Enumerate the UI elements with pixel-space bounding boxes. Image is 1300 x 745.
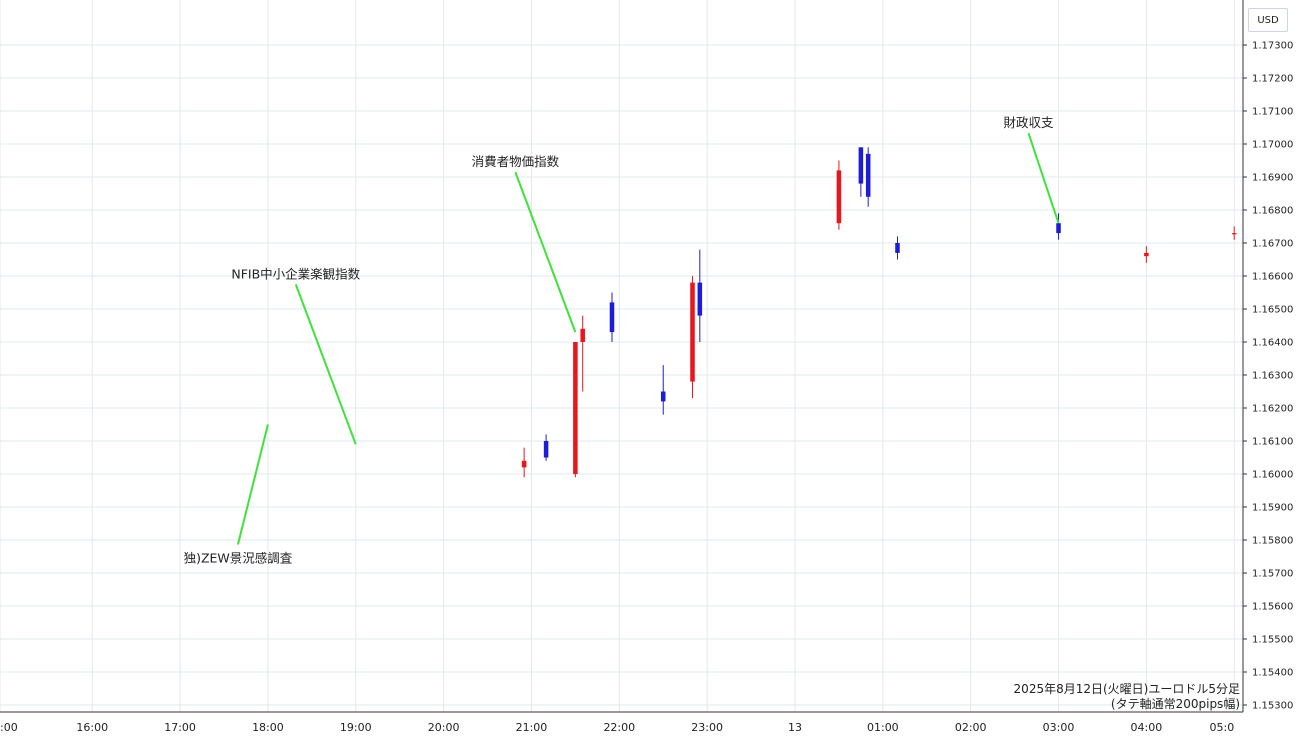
- x-tick-label: 18:00: [252, 721, 284, 734]
- candle: [543, 434, 549, 461]
- y-tick-label: 1.17300: [1252, 41, 1293, 52]
- time-axis[interactable]: :00 16:00 17:00 18:00 19:00 20:00 21:00 22:00 23…: [0, 721, 1234, 734]
- x-tick-label: 04:00: [1131, 721, 1163, 734]
- candle-body: [580, 328, 585, 342]
- y-tick-label: 1.15400: [1252, 668, 1293, 679]
- candle-body: [836, 170, 842, 224]
- y-tick-label: 1.15900: [1252, 503, 1293, 514]
- candle: [836, 160, 842, 230]
- annotation-label: 財政収支: [1004, 115, 1055, 130]
- annotation-line: [1027, 132, 1060, 224]
- candle-body: [697, 282, 703, 316]
- x-tick-label: 03:00: [1043, 721, 1075, 734]
- candle-body: [1144, 252, 1149, 257]
- y-tick-label: 1.16000: [1252, 470, 1293, 481]
- candle: [865, 147, 871, 207]
- currency-button[interactable]: USD: [1248, 8, 1288, 32]
- x-tick-label: 01:00: [867, 721, 899, 734]
- x-tick-label: :00: [0, 721, 18, 734]
- y-tick-label: 1.17000: [1252, 140, 1293, 151]
- annotation-label: 独)ZEW景況感調査: [184, 551, 293, 566]
- annotation-line: [236, 424, 269, 545]
- candle: [580, 315, 585, 392]
- x-tick-label: 17:00: [164, 721, 196, 734]
- chart-caption-line2: (タテ軸通常200pips幅): [1111, 696, 1240, 711]
- y-tick-label: 1.16800: [1252, 206, 1293, 217]
- x-tick-label: 20:00: [428, 721, 460, 734]
- x-tick-label: 05:0: [1210, 721, 1235, 734]
- chart-caption-line1: 2025年8月12日(火曜日)ユーロドル5分足: [1014, 682, 1240, 696]
- x-tick-label: 02:00: [955, 721, 987, 734]
- candle: [521, 447, 527, 478]
- candle: [1231, 226, 1237, 240]
- candles: [521, 147, 1237, 478]
- candle-body: [858, 147, 864, 184]
- annotation-line: [294, 283, 357, 445]
- y-tick-label: 1.15500: [1252, 635, 1293, 646]
- y-tick-label: 1.15700: [1252, 569, 1293, 580]
- candle: [660, 365, 666, 415]
- x-tick-label: 21:00: [516, 721, 548, 734]
- annotation-label: NFIB中小企業楽観指数: [231, 266, 360, 281]
- y-tick-label: 1.16700: [1252, 239, 1293, 250]
- candle-body: [1231, 233, 1237, 235]
- candle: [690, 276, 695, 399]
- x-tick-label: 13: [788, 721, 802, 734]
- y-tick-label: 1.16600: [1252, 272, 1293, 283]
- candle-body: [573, 342, 578, 474]
- candle: [1144, 246, 1149, 263]
- x-tick-label: 19:00: [340, 721, 372, 734]
- candle: [573, 342, 578, 478]
- candle-body: [690, 282, 695, 382]
- candle: [895, 236, 900, 260]
- y-tick-label: 1.16900: [1252, 173, 1293, 184]
- candle-body: [865, 153, 871, 197]
- candle: [1056, 213, 1061, 240]
- grid: [0, 0, 1243, 712]
- x-tick-label: 22:00: [603, 721, 635, 734]
- y-tick-label: 1.17100: [1252, 107, 1293, 118]
- y-tick-label: 1.16100: [1252, 437, 1293, 448]
- candle: [697, 249, 703, 342]
- y-tick-label: 1.16200: [1252, 404, 1293, 415]
- candle: [609, 292, 615, 342]
- candle-body: [660, 391, 666, 402]
- candle-body: [1056, 223, 1061, 234]
- x-tick-label: 23:00: [691, 721, 723, 734]
- candle-body: [609, 302, 615, 333]
- y-tick-label: 1.15300: [1252, 701, 1293, 712]
- annotation-line: [514, 171, 577, 333]
- x-tick-label: 16:00: [76, 721, 108, 734]
- y-tick-label: 1.16300: [1252, 371, 1293, 382]
- y-tick-label: 1.16500: [1252, 305, 1293, 316]
- annotation-label: 消費者物価指数: [472, 154, 560, 169]
- candle-body: [895, 243, 900, 253]
- price-axis[interactable]: 1.17300 1.17200 1.17100 1.17000 1.16900 1.168…: [1243, 41, 1293, 712]
- y-tick-label: 1.17200: [1252, 74, 1293, 85]
- candle-body: [543, 441, 549, 458]
- candle: [858, 147, 864, 197]
- y-tick-label: 1.15800: [1252, 536, 1293, 547]
- y-tick-label: 1.15600: [1252, 602, 1293, 613]
- y-tick-label: 1.16400: [1252, 338, 1293, 349]
- candle-body: [521, 460, 527, 468]
